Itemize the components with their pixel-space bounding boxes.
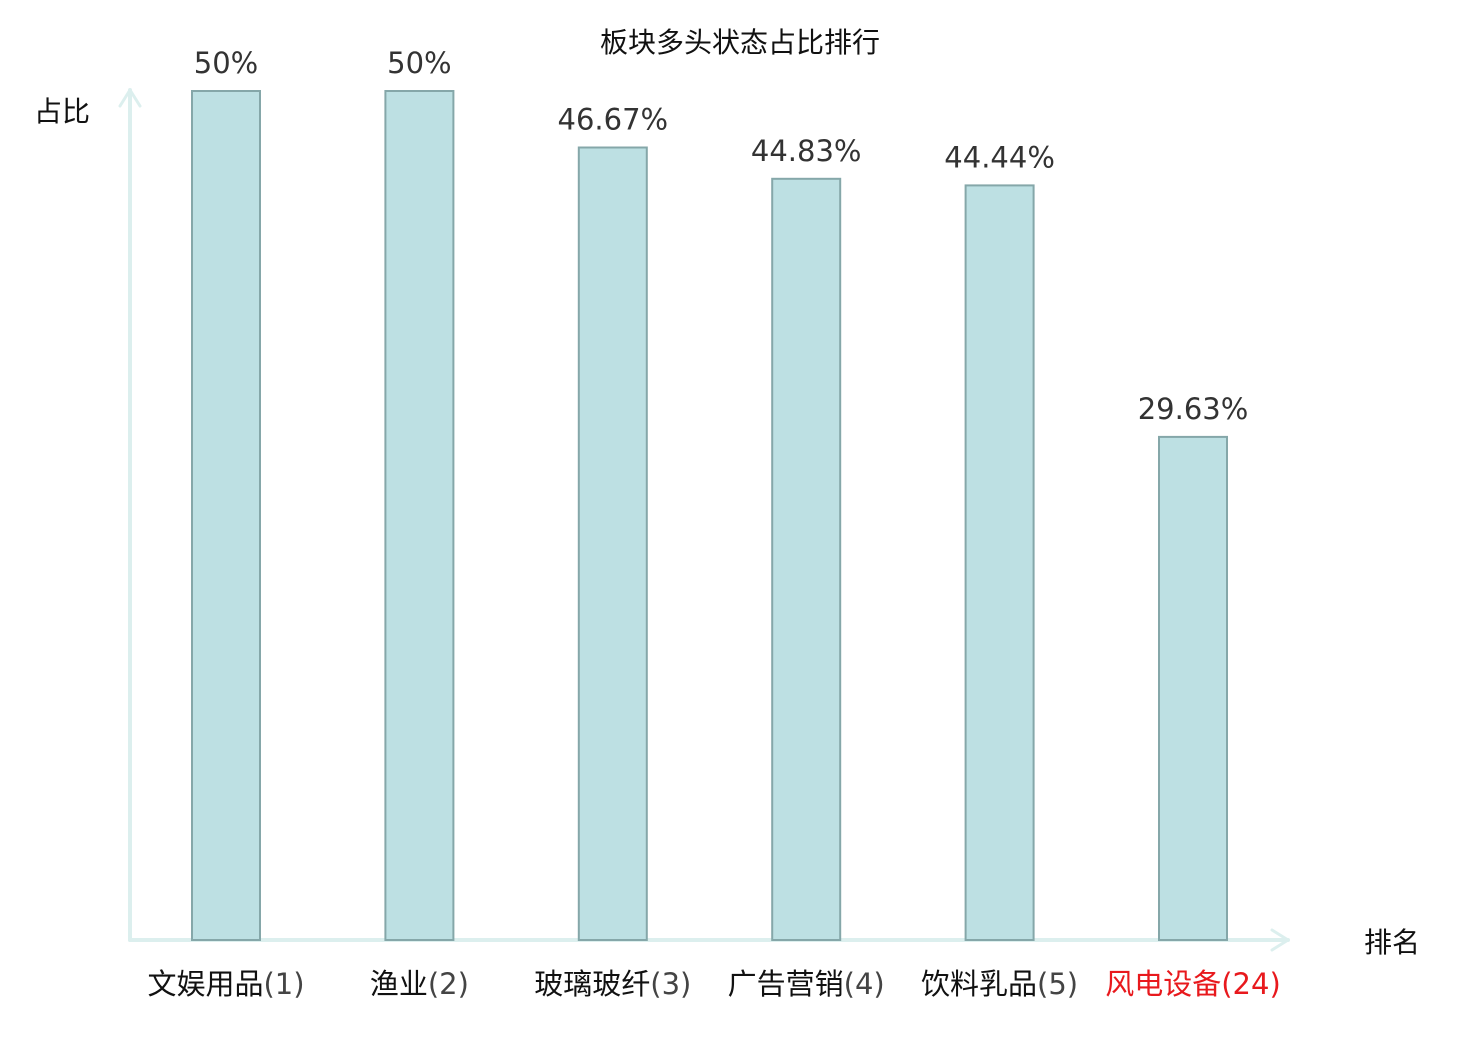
- category-label-6: 风电设备(24): [1105, 967, 1281, 1001]
- bar-3: [577, 146, 648, 941]
- category-rank: (5): [1037, 967, 1078, 1001]
- value-labels-group: 50% 50% 46.67% 44.83% 44.44% 29.63%: [194, 46, 1249, 426]
- value-label-5: 44.44%: [944, 140, 1055, 174]
- bar-4: [771, 177, 842, 942]
- bar-2: [384, 90, 455, 941]
- category-rank: (2): [428, 967, 469, 1001]
- chart-title: 板块多头状态占比排行: [600, 26, 880, 59]
- category-name: 饮料乳品: [921, 967, 1037, 1001]
- x-axis-label: 排名: [1364, 926, 1420, 959]
- category-label-3: 玻璃玻纤(3): [534, 967, 691, 1001]
- value-label-3: 46.67%: [558, 103, 669, 137]
- bar-1: [191, 90, 261, 941]
- category-labels-group: 文娱用品(1) 渔业(2) 玻璃玻纤(3) 广告营销(4) 饮料乳品(5) 风电设备(24…: [147, 967, 1280, 1001]
- value-label-2: 50%: [387, 46, 451, 80]
- category-name: 渔业: [370, 967, 428, 1001]
- bars-group: [191, 90, 1228, 942]
- category-rank: (3): [650, 967, 691, 1001]
- category-name: 玻璃玻纤: [534, 967, 650, 1001]
- value-label-1: 50%: [194, 46, 258, 80]
- value-label-4: 44.83%: [751, 134, 862, 168]
- value-label-6: 29.63%: [1138, 392, 1249, 426]
- category-label-2: 渔业(2): [370, 967, 469, 1001]
- axes: [118, 88, 1290, 952]
- y-axis-label: 占比: [34, 95, 90, 128]
- category-name: 文娱用品: [147, 967, 263, 1001]
- bar-5: [964, 184, 1035, 941]
- category-name: 风电设备: [1105, 967, 1221, 1001]
- category-label-4: 广告营销(4): [728, 967, 885, 1001]
- category-label-5: 饮料乳品(5): [921, 967, 1078, 1001]
- y-axis-arrow: [118, 88, 142, 108]
- category-rank: (24): [1221, 967, 1281, 1001]
- x-axis-arrow: [1270, 928, 1290, 952]
- category-label-1: 文娱用品(1): [147, 967, 304, 1001]
- category-rank: (1): [263, 967, 304, 1001]
- category-rank: (4): [844, 967, 885, 1001]
- category-name: 广告营销: [728, 967, 844, 1001]
- bar-6: [1158, 435, 1228, 941]
